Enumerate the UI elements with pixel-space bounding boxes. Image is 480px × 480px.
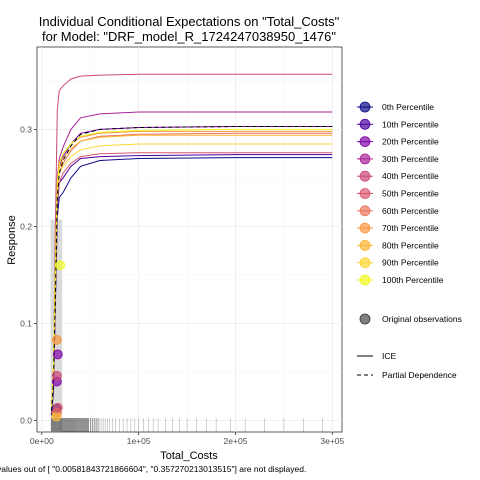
legend-swatch-7 <box>359 222 371 234</box>
legend-observations-label: Original observations <box>382 314 462 324</box>
chart-title: Individual Conditional Expectations on "… <box>39 14 340 29</box>
legend-swatch-9 <box>359 257 371 269</box>
plot-panel <box>36 46 343 433</box>
legend-label-8: 80th Percentile <box>382 240 439 250</box>
legend-pd-label: Partial Dependence <box>382 370 457 380</box>
legend-label-9: 90th Percentile <box>382 258 439 268</box>
legend-swatch-2 <box>359 136 371 148</box>
pd-line <box>51 126 333 411</box>
footnote: values out of [ "0.00581843721866604", "… <box>0 464 306 474</box>
legend-observations-swatch <box>359 313 371 325</box>
legend-label-2: 20th Percentile <box>382 137 439 147</box>
legend-label-1: 10th Percentile <box>382 119 439 129</box>
legend-label-6: 60th Percentile <box>382 206 439 216</box>
legend-swatch-3 <box>359 153 371 165</box>
legend-label-7: 70th Percentile <box>382 223 439 233</box>
observation-point-6 <box>51 411 62 422</box>
legend-swatch-5 <box>359 188 371 199</box>
partial-dependence-line <box>51 126 333 411</box>
x-tick-label-0: 0e+00 <box>30 436 54 446</box>
legend: 0th Percentile 10th Percentile 20th Percen… <box>357 101 462 380</box>
chart-subtitle: for Model: "DRF_model_R_1724247038950_14… <box>42 29 336 44</box>
observation-point-4 <box>51 334 62 345</box>
x-tick-label-2: 2e+05 <box>224 436 248 446</box>
legend-label-5: 50th Percentile <box>382 189 439 199</box>
legend-swatch-8 <box>359 239 371 251</box>
y-tick-label-0: 0.0 <box>20 415 32 425</box>
legend-label-10: 100th Percentile <box>382 275 444 285</box>
y-tick-label-2: 0.2 <box>20 221 32 231</box>
y-axis-title: Response <box>6 215 18 265</box>
y-tick-label-1: 0.1 <box>20 318 32 328</box>
histogram <box>50 219 63 432</box>
observation-point-2 <box>52 349 63 360</box>
legend-label-3: 30th Percentile <box>382 154 439 164</box>
y-axis-ticks: 0.0 0.1 0.2 0.3 <box>20 124 37 425</box>
observation-point-8 <box>55 260 66 271</box>
x-tick-label-1: 1e+05 <box>127 436 151 446</box>
x-tick-label-3: 3e+05 <box>320 436 344 446</box>
observation-point-3 <box>51 370 62 381</box>
legend-swatch-10 <box>359 274 371 286</box>
x-axis-title: Total_Costs <box>160 450 218 462</box>
ice-line-4 <box>51 73 333 411</box>
ice-line-10 <box>51 128 333 409</box>
x-axis-ticks: 0e+00 1e+05 2e+05 3e+05 <box>30 432 345 446</box>
legend-label-0: 0th Percentile <box>382 102 434 112</box>
rug-marks <box>51 418 323 432</box>
observation-point-7 <box>52 402 63 413</box>
legend-swatch-4 <box>359 170 371 182</box>
histogram-bar <box>50 219 63 432</box>
legend-label-4: 40th Percentile <box>382 171 439 181</box>
y-tick-label-3: 0.3 <box>20 124 32 134</box>
legend-swatch-1 <box>359 118 371 130</box>
legend-swatch-6 <box>359 205 371 217</box>
legend-ice-label: ICE <box>382 351 397 361</box>
legend-swatch-0 <box>359 101 371 113</box>
observation-points <box>51 260 66 422</box>
